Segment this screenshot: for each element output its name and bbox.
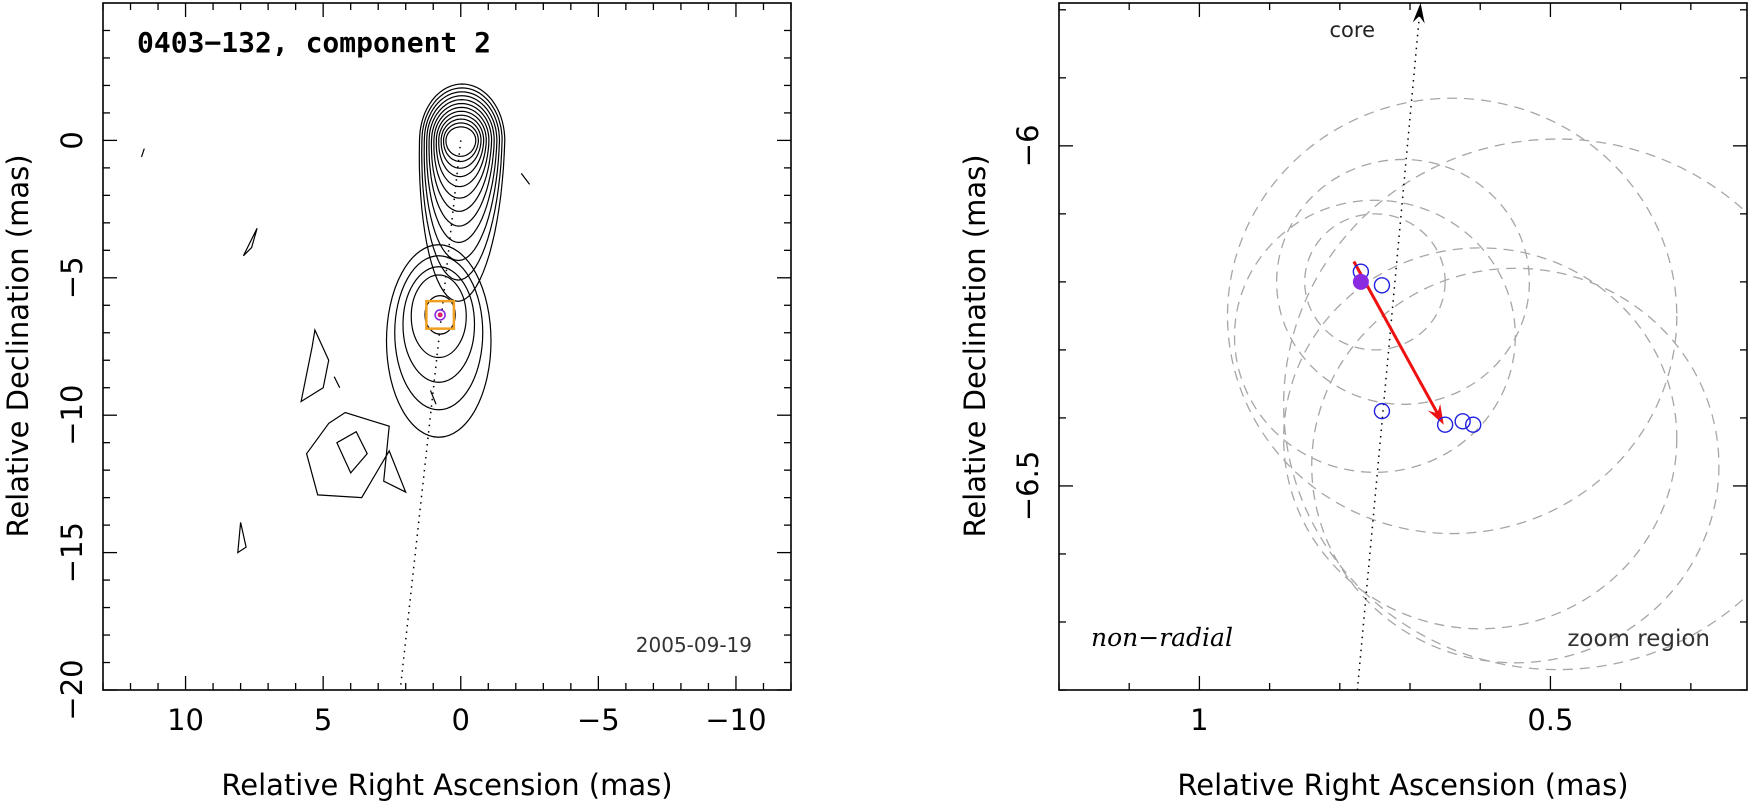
core-contour bbox=[421, 87, 503, 281]
core-contour bbox=[443, 122, 480, 163]
x-tick-label: 10 bbox=[167, 703, 204, 737]
contour-map bbox=[140, 83, 531, 554]
component-contour bbox=[385, 244, 492, 438]
zoom-region-label: zoom region bbox=[1567, 626, 1710, 652]
right-y-axis-label: Relative Declination (mas) bbox=[958, 154, 992, 537]
diffuse-contour bbox=[333, 376, 341, 388]
right-x-axis-label: Relative Right Ascension (mas) bbox=[1177, 768, 1628, 802]
core-contour bbox=[418, 83, 506, 302]
epoch-point bbox=[1436, 416, 1454, 433]
y-tick-label: −20 bbox=[55, 659, 89, 720]
x-tick-label: 0.5 bbox=[1527, 703, 1573, 737]
y-tick-label: 0 bbox=[55, 131, 89, 149]
x-tick-label: 1 bbox=[1190, 703, 1208, 737]
left-plot-frame bbox=[102, 2, 792, 691]
uncertainty-circle bbox=[1304, 213, 1446, 351]
left-axis-ticks bbox=[102, 3, 792, 691]
uncertainty-circle bbox=[1283, 247, 1678, 630]
core-contour bbox=[435, 110, 487, 188]
core-contour bbox=[433, 106, 490, 199]
core-contour bbox=[440, 118, 482, 169]
core-contour bbox=[445, 126, 477, 157]
diffuse-contour bbox=[242, 228, 258, 257]
epoch-positions bbox=[1352, 263, 1482, 433]
right-y-tick-labels: −6 −6.5 bbox=[1011, 124, 1045, 521]
right-axis-ticks bbox=[1058, 3, 1747, 691]
core-arrowhead bbox=[1412, 3, 1425, 24]
diffuse-contour bbox=[140, 148, 145, 158]
left-x-tick-labels: 10 5 0 −5 −10 bbox=[167, 703, 766, 737]
core-contour bbox=[438, 114, 485, 178]
core-contour bbox=[430, 102, 493, 212]
x-tick-label: 0 bbox=[452, 703, 470, 737]
x-tick-label: −5 bbox=[577, 703, 620, 737]
component-center bbox=[437, 312, 443, 318]
core-contour bbox=[425, 95, 498, 244]
y-tick-label: −6 bbox=[1011, 124, 1045, 167]
motion-vector bbox=[1352, 260, 1441, 417]
component-contour bbox=[424, 295, 456, 335]
diffuse-contour bbox=[520, 173, 531, 185]
uncertainty-circle bbox=[1311, 267, 1720, 664]
right-x-tick-labels: 1 0.5 bbox=[1190, 703, 1573, 737]
y-tick-label: −10 bbox=[55, 385, 89, 446]
motion-vector-arrowhead bbox=[1427, 403, 1444, 425]
x-tick-label: 5 bbox=[314, 703, 332, 737]
uncertainty-circle bbox=[1275, 158, 1531, 405]
epoch-point bbox=[1465, 416, 1482, 433]
epoch-point bbox=[1454, 413, 1471, 430]
core-direction-line bbox=[1356, 2, 1422, 691]
diffuse-contour bbox=[429, 390, 437, 405]
uncertainty-circle bbox=[1226, 97, 1678, 535]
uncertainty-circle bbox=[1283, 138, 1747, 671]
component-marker bbox=[434, 309, 446, 321]
y-tick-label: −5 bbox=[55, 256, 89, 299]
component-contour bbox=[402, 266, 476, 383]
direction-line bbox=[399, 140, 462, 691]
right-panel: core non−radial zoom region 1 0.5 −6−6.5 … bbox=[958, 2, 1748, 802]
uncertainty-circles bbox=[1226, 97, 1747, 671]
core-contour bbox=[428, 98, 495, 227]
diffuse-contour bbox=[237, 522, 247, 554]
y-tick-label: −6.5 bbox=[1011, 451, 1045, 521]
diffuse-contour bbox=[300, 327, 330, 403]
component-contour bbox=[410, 274, 467, 359]
left-panel: 0403−132, component 2 2005-09-19 10 5 0 −5 −… bbox=[1, 2, 792, 802]
left-title: 0403−132, component 2 bbox=[137, 26, 491, 59]
reference-epoch-point bbox=[1352, 273, 1369, 290]
non-radial-label: non−radial bbox=[1091, 623, 1233, 652]
y-tick-label: −15 bbox=[55, 522, 89, 583]
epoch-point bbox=[1373, 277, 1391, 294]
left-y-axis-label: Relative Declination (mas) bbox=[1, 154, 35, 537]
component-contour bbox=[394, 255, 484, 411]
uncertainty-circle bbox=[1233, 199, 1516, 473]
core-label: core bbox=[1330, 18, 1376, 42]
left-y-tick-labels: 0 −5 −10 −15 −20 bbox=[55, 131, 89, 720]
x-tick-label: −10 bbox=[705, 703, 766, 737]
left-date-label: 2005-09-19 bbox=[636, 633, 752, 657]
diffuse-contour bbox=[305, 411, 407, 499]
epoch-point bbox=[1373, 402, 1391, 420]
zoom-box bbox=[425, 299, 456, 330]
right-plot-frame bbox=[1058, 2, 1748, 691]
diffuse-contour bbox=[336, 430, 368, 475]
left-x-axis-label: Relative Right Ascension (mas) bbox=[221, 768, 672, 802]
